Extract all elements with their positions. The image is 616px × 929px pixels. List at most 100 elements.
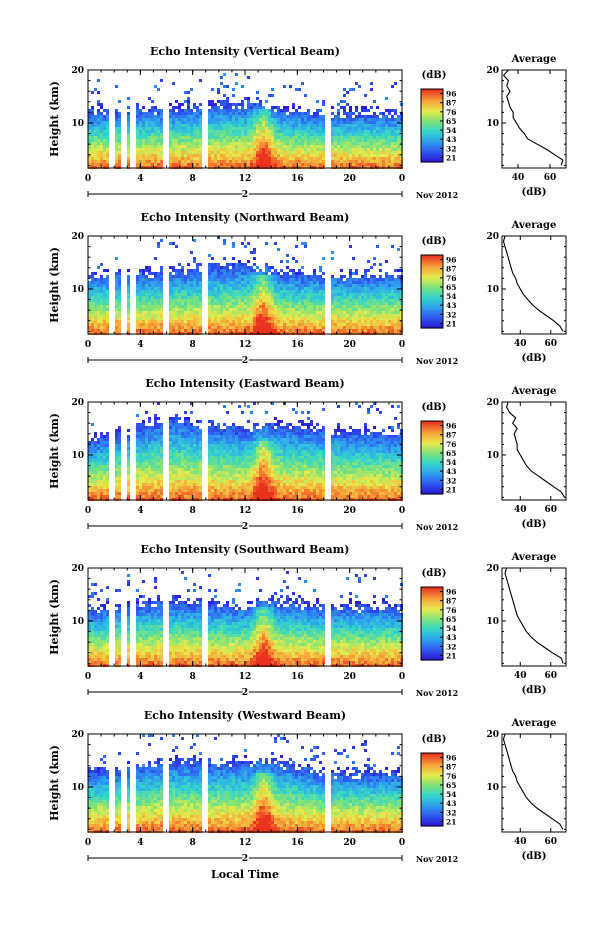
heatmap-cell [229, 287, 232, 290]
heatmap-cell [310, 311, 313, 314]
colorbar-segment [421, 313, 443, 316]
heatmap-cell [127, 302, 130, 305]
heatmap-cell [373, 157, 376, 160]
heatmap-cell [178, 302, 181, 305]
heatmap-cell [136, 441, 139, 444]
heatmap-cell [115, 308, 118, 311]
heatmap-cell [343, 160, 346, 163]
heatmap-cell [148, 420, 151, 423]
heatmap-cell [373, 311, 376, 314]
heatmap-cell [274, 329, 277, 332]
heatmap-cell [142, 465, 145, 468]
heatmap-cell [265, 320, 268, 323]
heatmap-cell [169, 109, 172, 112]
heatmap-cell [373, 133, 376, 136]
heatmap-cell [280, 290, 283, 293]
colorbar-segment [421, 134, 443, 138]
heatmap-cell [196, 112, 199, 115]
heatmap-cell [157, 302, 160, 305]
heatmap-cell [397, 130, 400, 133]
heatmap-cell [184, 275, 187, 278]
heatmap-cell [127, 444, 130, 447]
heatmap-cell [94, 308, 97, 311]
heatmap-cell [118, 284, 121, 287]
heatmap-cell [226, 130, 229, 133]
heatmap-cell [208, 263, 211, 266]
heatmap-cell [217, 317, 220, 320]
heatmap-cell [349, 305, 352, 308]
heatmap-cell [340, 142, 343, 145]
heatmap-cell [388, 145, 391, 148]
heatmap-cell [214, 275, 217, 278]
heatmap-cell [301, 272, 304, 275]
heatmap-cell [208, 320, 211, 323]
heatmap-cell [118, 287, 121, 290]
heatmap-cell [151, 320, 154, 323]
y-tick-label: 10 [71, 285, 84, 295]
heatmap-cell [292, 326, 295, 329]
heatmap-cell [142, 323, 145, 326]
heatmap-cell [178, 444, 181, 447]
heatmap-cell [307, 133, 310, 136]
heatmap-cell [106, 296, 109, 299]
heatmap-cell [244, 145, 247, 148]
heatmap-cell [358, 302, 361, 305]
heatmap-cell [310, 284, 313, 287]
heatmap-cell [301, 311, 304, 314]
heatmap-cell [229, 160, 232, 163]
heatmap-cell [175, 305, 178, 308]
heatmap-cell [208, 121, 211, 124]
heatmap-cell [211, 272, 214, 275]
heatmap-cell [358, 145, 361, 148]
heatmap-cell [265, 112, 268, 115]
heatmap-cell [229, 302, 232, 305]
profile-y-tick-label: 20 [486, 232, 499, 242]
heatmap-cell [91, 109, 94, 112]
heatmap-cell [97, 477, 100, 480]
heatmap-cell [322, 139, 325, 142]
heatmap-cell [292, 103, 295, 106]
heatmap-cell [265, 148, 268, 151]
heatmap-cell [220, 326, 223, 329]
heatmap-cell [301, 323, 304, 326]
heatmap-cell [292, 272, 295, 275]
heatmap-cell [274, 299, 277, 302]
heatmap-cell [286, 290, 289, 293]
heatmap-cell [172, 148, 175, 151]
heatmap-cell [154, 456, 157, 459]
heatmap-cell [94, 474, 97, 477]
heatmap-cell [118, 311, 121, 314]
heatmap-cell [340, 278, 343, 281]
heatmap-cell [283, 136, 286, 139]
heatmap-cell [136, 438, 139, 441]
heatmap-cell [214, 308, 217, 311]
heatmap-cell [397, 320, 400, 323]
heatmap-cell [259, 133, 262, 136]
heatmap-cell [175, 314, 178, 317]
heatmap-cell [247, 157, 250, 160]
heatmap-cell [244, 311, 247, 314]
heatmap-cell [298, 157, 301, 160]
heatmap-cell [199, 326, 202, 329]
heatmap-cell [247, 317, 250, 320]
heatmap-cell [277, 145, 280, 148]
heatmap-cell [100, 441, 103, 444]
heatmap-cell [154, 284, 157, 287]
heatmap-cell [91, 275, 94, 278]
heatmap-cell [139, 429, 142, 432]
heatmap-cell [334, 118, 337, 121]
heatmap-cell [307, 281, 310, 284]
heatmap-cell [154, 257, 157, 260]
heatmap-cell [91, 272, 94, 275]
heatmap-cell [172, 432, 175, 435]
heatmap-cell [94, 136, 97, 139]
heatmap-cell [316, 133, 319, 136]
heatmap-cell [208, 145, 211, 148]
heatmap-cell [100, 142, 103, 145]
heatmap-cell [388, 133, 391, 136]
heatmap-cell [256, 326, 259, 329]
heatmap-cell [262, 326, 265, 329]
heatmap-cell [262, 284, 265, 287]
heatmap-cell [181, 435, 184, 438]
heatmap-cell [268, 269, 271, 272]
